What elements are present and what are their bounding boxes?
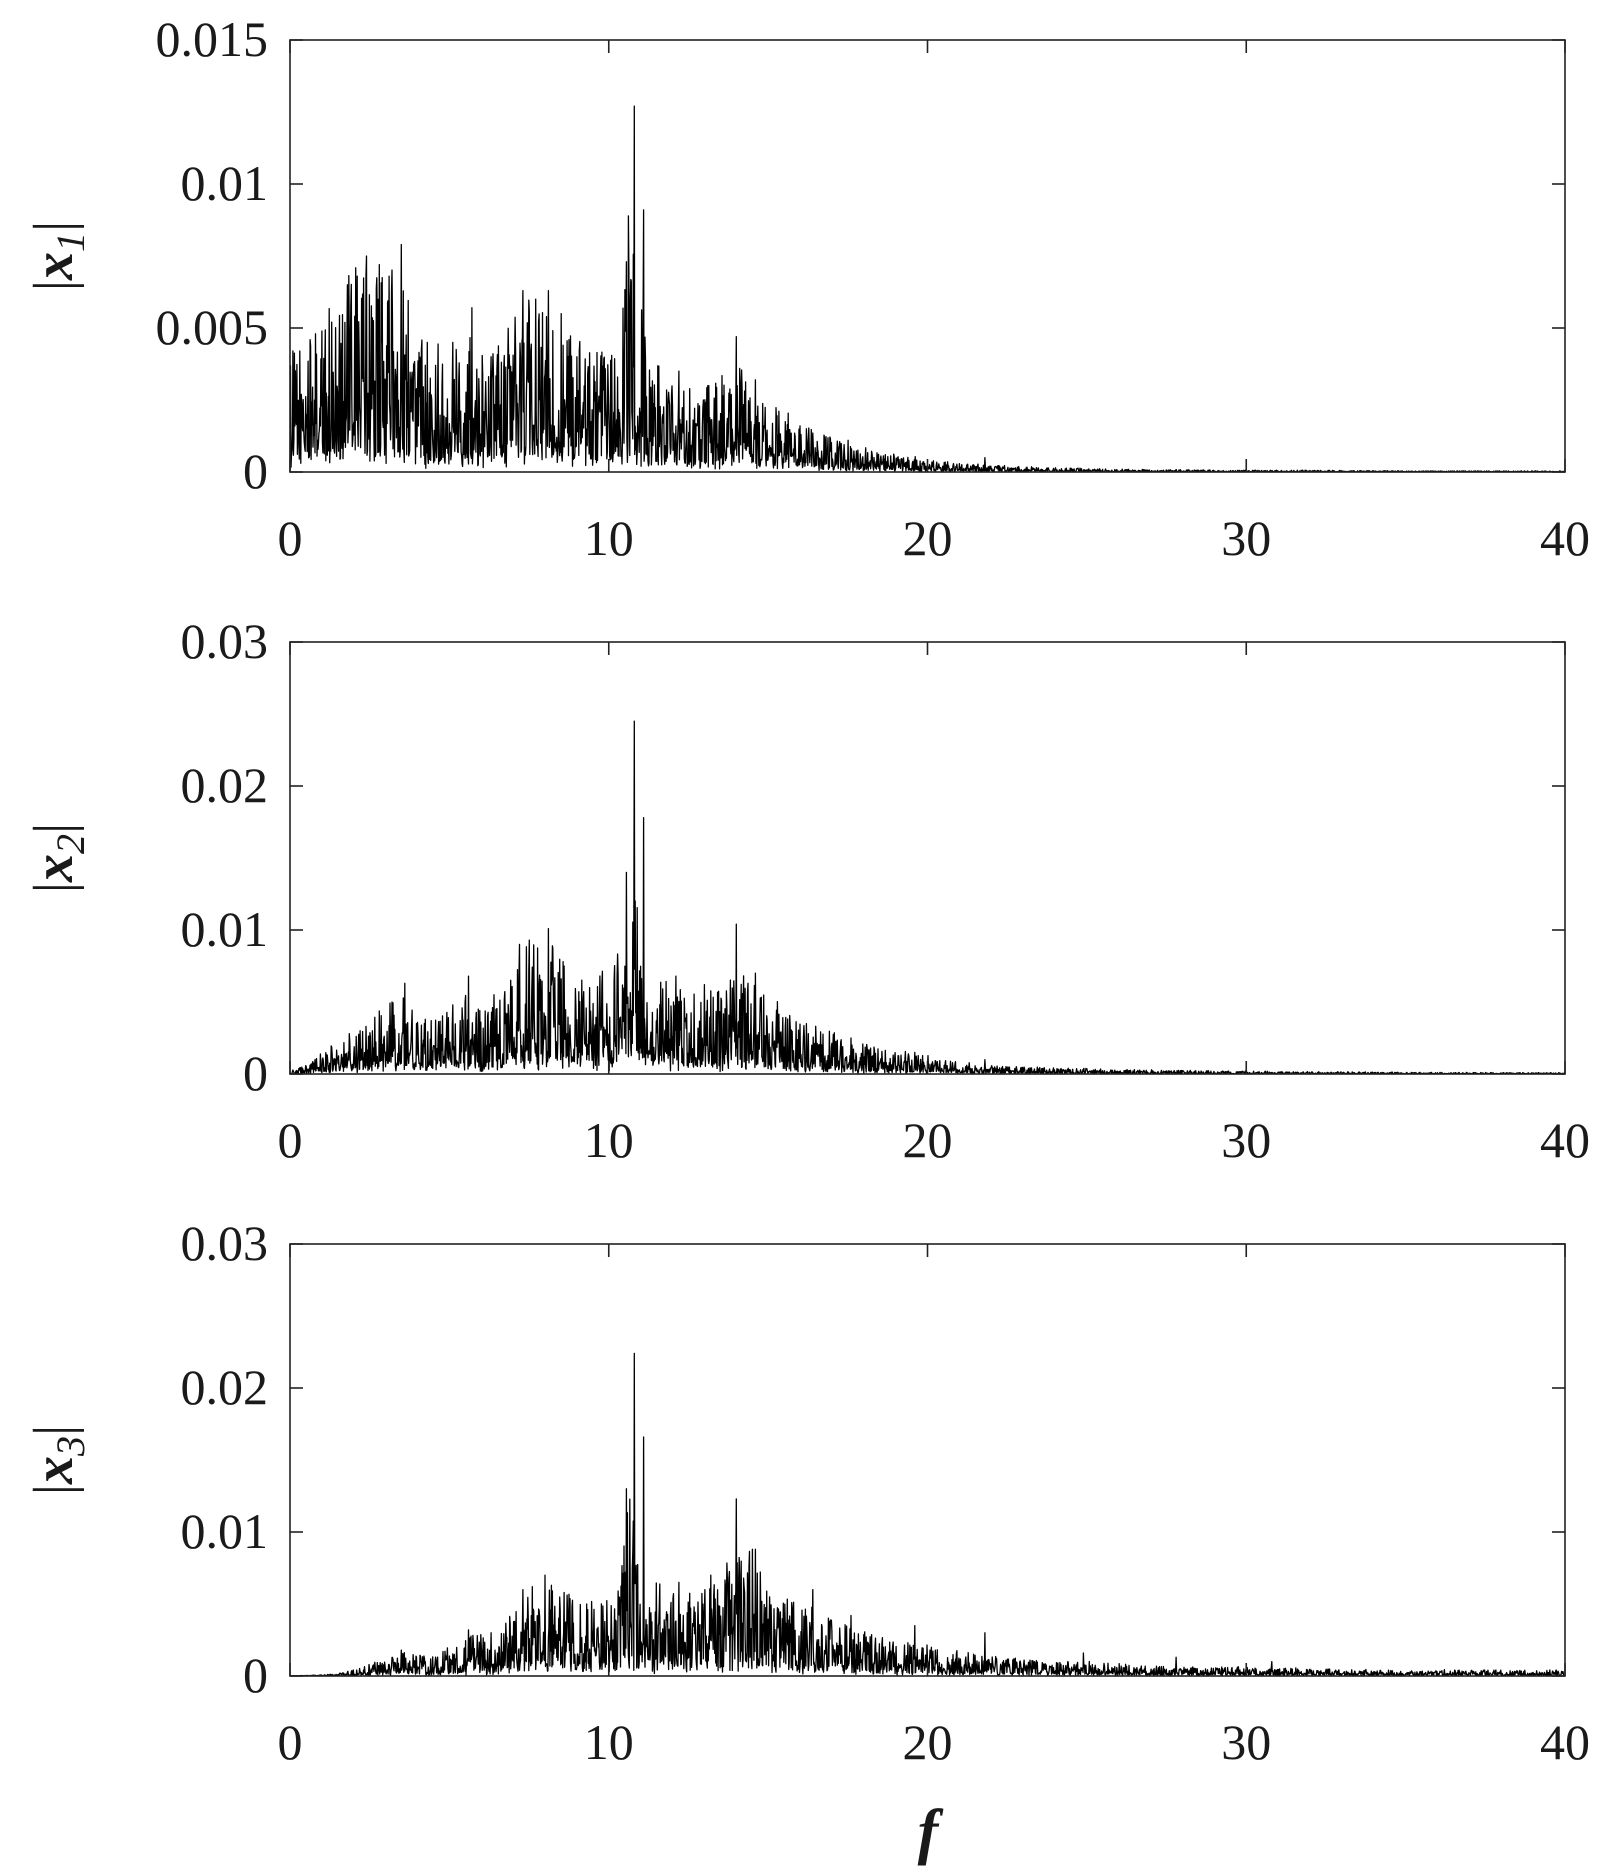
xtick-label: 10 — [584, 510, 634, 566]
ytick-label: 0.015 — [156, 11, 269, 67]
panel-3-ytick-labels: 0 0.01 0.02 0.03 — [181, 1215, 269, 1703]
panel-1-ylabel: |x1| — [23, 221, 93, 291]
ytick-label: 0.01 — [181, 155, 269, 211]
x-axis-label: f — [918, 1798, 944, 1866]
ytick-label: 0 — [243, 1647, 268, 1703]
xtick-label: 20 — [903, 510, 953, 566]
xtick-label: 30 — [1221, 1714, 1271, 1770]
ytick-label: 0.01 — [181, 901, 269, 957]
ytick-label: 0 — [243, 1045, 268, 1101]
panel-3-ticks — [289, 1243, 1566, 1677]
panel-2-ylabel: |x2| — [23, 823, 93, 893]
panel-1-axes-box — [289, 39, 1566, 473]
ytick-label: 0.03 — [181, 1215, 269, 1271]
panel-1: 0 10 20 30 40 0 0.005 0.01 0.015 |x1| — [23, 11, 1590, 566]
panel-2-ticks — [289, 641, 1566, 1075]
panel-3-plot — [289, 1352, 1566, 1677]
panel-1-ytick-labels: 0 0.005 0.01 0.015 — [156, 11, 269, 499]
ytick-label: 0.03 — [181, 613, 269, 669]
xtick-label: 0 — [278, 1112, 303, 1168]
panel-2-xtick-labels: 0 10 20 30 40 — [278, 1112, 1591, 1168]
panel-3-axes-box — [289, 1243, 1566, 1677]
xtick-label: 0 — [278, 510, 303, 566]
panel-2: 0 10 20 30 40 0 0.01 0.02 0.03 |x2| — [23, 613, 1590, 1168]
panel-2-ytick-labels: 0 0.01 0.02 0.03 — [181, 613, 269, 1101]
ytick-label: 0 — [243, 443, 268, 499]
xtick-label: 30 — [1221, 1112, 1271, 1168]
panel-3: 0 10 20 30 40 0 0.01 0.02 0.03 |x3| f — [23, 1215, 1590, 1866]
xtick-label: 40 — [1540, 510, 1590, 566]
xtick-label: 0 — [278, 1714, 303, 1770]
xtick-label: 20 — [903, 1112, 953, 1168]
panel-1-ticks — [289, 39, 1566, 473]
panel-1-spectrum-line — [289, 105, 1566, 473]
panel-3-spectrum-line — [289, 1352, 1566, 1677]
xtick-label: 40 — [1540, 1112, 1590, 1168]
ytick-label: 0.01 — [181, 1503, 269, 1559]
panel-2-plot — [289, 720, 1566, 1075]
panel-2-axes-box — [289, 641, 1566, 1075]
panel-1-plot — [289, 105, 1566, 473]
panel-2-spectrum-line — [289, 720, 1566, 1075]
ytick-label: 0.005 — [156, 299, 269, 355]
xtick-label: 10 — [584, 1112, 634, 1168]
xtick-label: 30 — [1221, 510, 1271, 566]
panel-1-xtick-labels: 0 10 20 30 40 — [278, 510, 1591, 566]
xtick-label: 20 — [903, 1714, 953, 1770]
ytick-label: 0.02 — [181, 1359, 269, 1415]
panel-3-ylabel: |x3| — [23, 1425, 93, 1495]
panel-3-xtick-labels: 0 10 20 30 40 — [278, 1714, 1591, 1770]
xtick-label: 10 — [584, 1714, 634, 1770]
xtick-label: 40 — [1540, 1714, 1590, 1770]
ytick-label: 0.02 — [181, 757, 269, 813]
